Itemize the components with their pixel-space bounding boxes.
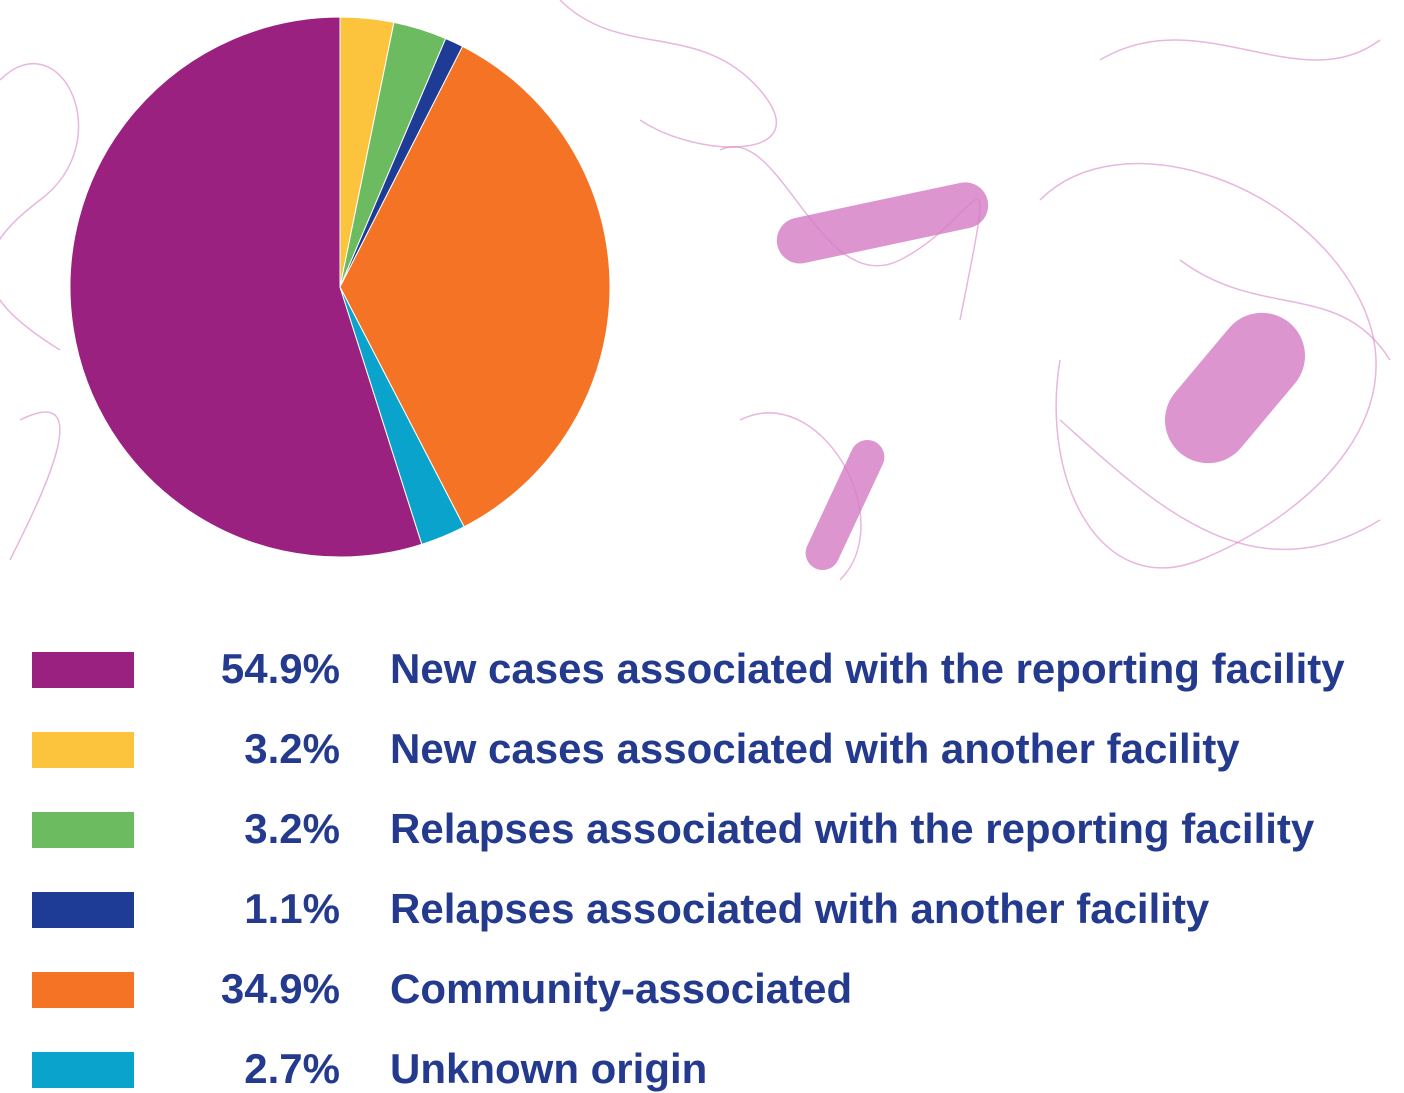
legend-label: New cases associated with the reporting …: [390, 645, 1345, 692]
legend-label: Community-associated: [390, 965, 852, 1012]
chart: 54.9% New cases associated with the repor…: [0, 0, 1404, 1093]
legend-swatch: [32, 812, 134, 848]
bacterium: [1147, 295, 1322, 481]
legend-value: 3.2%: [244, 725, 340, 772]
legend-value: 1.1%: [244, 885, 340, 932]
legend-swatch: [32, 1052, 134, 1088]
bacterium: [773, 178, 993, 268]
legend-value: 2.7%: [244, 1045, 340, 1092]
pie: [70, 17, 610, 557]
legend-value: 34.9%: [221, 965, 340, 1012]
legend-swatch: [32, 652, 134, 688]
legend-swatch: [32, 732, 134, 768]
legend-label: New cases associated with another facili…: [390, 725, 1240, 772]
legend-label: Relapses associated with the reporting f…: [390, 805, 1315, 852]
legend-label: Relapses associated with another facilit…: [390, 885, 1210, 932]
legend-label: Unknown origin: [390, 1045, 707, 1092]
legend-value: 54.9%: [221, 645, 340, 692]
legend-swatch: [32, 972, 134, 1008]
decoration: [1060, 40, 1390, 549]
legend-value: 3.2%: [244, 805, 340, 852]
legend: 54.9% New cases associated with the repor…: [32, 645, 1345, 1092]
bacterium: [800, 434, 890, 575]
legend-swatch: [32, 892, 134, 928]
